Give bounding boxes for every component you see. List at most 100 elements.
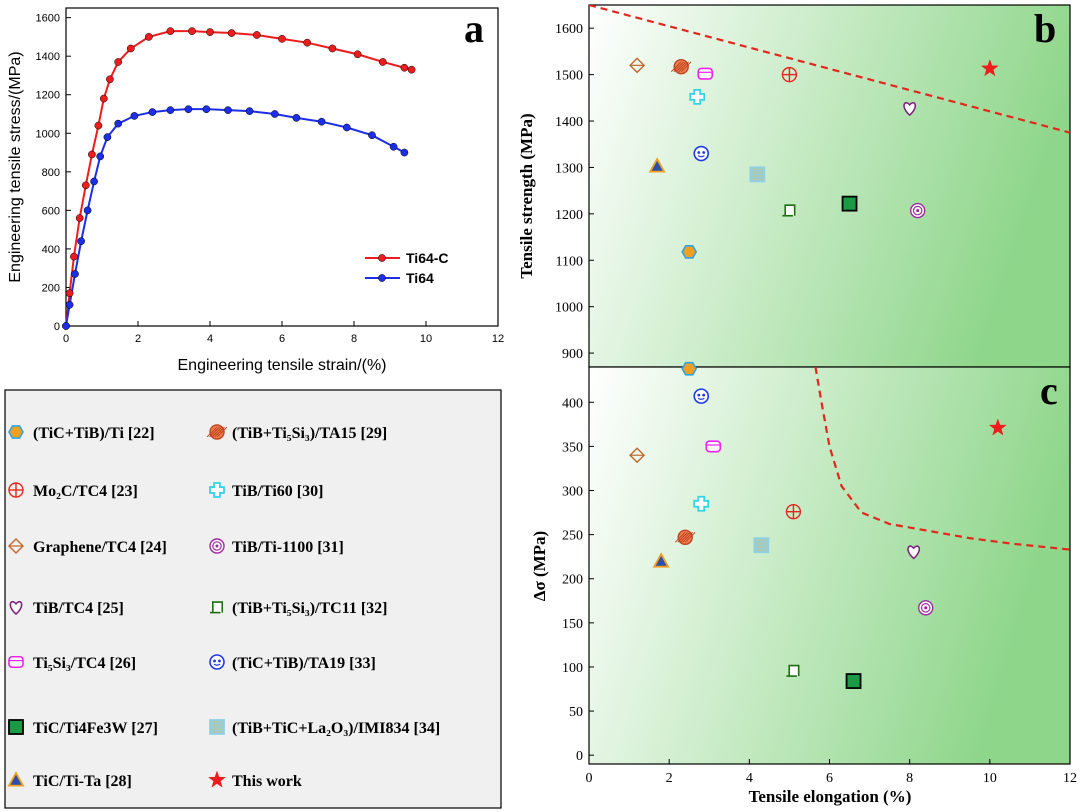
panel-c-y-tick-label: 100 <box>562 661 583 676</box>
data-point-ti64-c <box>407 65 416 74</box>
panel-c-y-tick-label: 150 <box>562 617 583 632</box>
panel-c-y-tick-label: 50 <box>569 705 583 720</box>
panel-c-y-tick-label: 400 <box>562 396 583 411</box>
panel-b-y-tick-label: 1200 <box>555 208 583 223</box>
data-point-ti64-c <box>94 121 103 130</box>
panel-b-boundary-line <box>589 5 1070 134</box>
data-point-ti64-c <box>353 50 362 59</box>
data-point-ti64-c <box>378 58 387 66</box>
panel-b-letter: b <box>1034 6 1056 51</box>
data-point-ti64 <box>77 237 85 246</box>
panel-c-y-tick-label: 200 <box>562 573 583 588</box>
data-point-ti64-c <box>106 75 114 84</box>
marker-this_work-legend <box>207 770 227 788</box>
panel-c-x-axis-title: Tensile elongation (%) <box>749 787 912 806</box>
data-point-ti64 <box>103 133 112 141</box>
marker-tib_tc4-c <box>907 545 921 560</box>
panel-c-y-axis-title: Δσ (MPa) <box>530 531 549 601</box>
panel-a-stress-strain: 0 2 4 6 8 10 12 0 200 400 600 800 1000 1200 1400 1600 E… <box>7 6 504 374</box>
legend-label-tictib_ti: (TiC+TiB)/Ti [22] <box>33 425 155 442</box>
marker-legend-box: (TiC+TiB)/Ti [22] Mo₂C/TC4 [23] Graphene/T… <box>4 389 502 809</box>
marker-ti5si3_tc4-b <box>697 67 714 80</box>
panel-a-x-tick-label: 12 <box>492 333 504 345</box>
marker-tic_ti4fe3w-b <box>841 195 858 212</box>
marker-tib_ti5si3_tc11-legend <box>210 601 224 614</box>
panel-b-y-tick-label: 1400 <box>555 115 583 130</box>
panel-c-delta-sigma: 0 2 4 6 8 10 12 0 50 100 150 200 250 300 350 400 Tensil… <box>530 361 1077 806</box>
panel-b-y-tick-label: 1300 <box>555 161 583 176</box>
data-point-ti64 <box>148 108 157 116</box>
panel-c-x-tick-label: 6 <box>826 771 833 786</box>
data-point-ti64 <box>114 119 123 128</box>
marker-tib_ti5si3_ta15-c <box>674 529 696 545</box>
marker-tibticla2o3_imi834-legend <box>209 719 225 735</box>
panel-c-x-tick-label: 12 <box>1063 771 1077 786</box>
marker-this_work-c <box>988 418 1007 436</box>
panel-c-x-tick-label: 4 <box>746 771 753 786</box>
data-point-ti64-c <box>70 252 78 261</box>
marker-tib_ti60-c <box>693 495 710 512</box>
data-point-ti64 <box>62 322 70 330</box>
marker-tib_ti5si3_ta15-b <box>670 59 692 75</box>
marker-mo2c_tc4-b <box>781 66 798 83</box>
marker-mo2c_tc4-c <box>785 503 802 520</box>
legend-label-tib_ti5si3_tc11: (TiB+Ti₅Si₃)/TC11 [32] <box>232 600 387 617</box>
panel-c-x-tick-label: 0 <box>586 771 593 786</box>
data-point-ti64-c <box>188 27 196 35</box>
data-point-ti64 <box>317 117 326 126</box>
data-point-ti64-c <box>328 44 337 53</box>
panel-c-letter: c <box>1040 368 1058 413</box>
panel-a-y-tick-label: 400 <box>42 244 60 256</box>
panel-a-y-tick-label: 0 <box>54 321 60 333</box>
data-point-ti64 <box>368 131 376 140</box>
series-line-ti64-c <box>65 30 412 327</box>
data-point-ti64-c <box>144 33 153 41</box>
marker-tictib_ta19-b <box>693 145 710 162</box>
panel-a-y-tick-label: 800 <box>42 167 60 179</box>
data-point-ti64 <box>71 270 79 278</box>
legend-label-tib_ti1100: TiB/Ti-1100 [31] <box>232 539 344 556</box>
panel-c-y-tick-label: 300 <box>562 485 583 500</box>
marker-this_work-b <box>980 59 999 77</box>
marker-graphene_tc4-c <box>629 447 646 464</box>
marker-tib_ti60-legend <box>209 482 225 498</box>
data-point-ti64 <box>96 152 105 161</box>
marker-tibticla2o3_imi834-c <box>753 537 770 554</box>
legend-label-tib_ti60: TiB/Ti60 [30] <box>232 483 323 500</box>
panel-a-y-tick-label: 1200 <box>36 90 60 102</box>
data-point-ti64 <box>65 300 74 309</box>
data-point-ti64 <box>342 123 351 132</box>
data-point-ti64 <box>90 177 98 186</box>
data-point-ti64-c <box>75 214 84 222</box>
panel-a-y-tick-label: 1600 <box>36 13 60 25</box>
panel-c-x-tick-label: 2 <box>666 771 673 786</box>
data-point-ti64-c <box>206 28 214 36</box>
legend-label-mo2c_tc4: Mo₂C/TC4 [23] <box>33 483 138 500</box>
marker-tib_ti1100-b <box>909 202 926 219</box>
panel-c-x-tick-label: 10 <box>983 771 997 786</box>
marker-tib_ti5si3_tc11-c <box>786 664 800 677</box>
marker-tic_tita-c <box>652 552 670 568</box>
data-point-ti64 <box>130 112 139 120</box>
legend-label-tib_ti5si3_ta15: (TiB+Ti₅Si₃)/TA15 [29] <box>232 425 387 442</box>
marker-tic_ti4fe3w-c <box>845 673 862 689</box>
data-point-ti64-c <box>278 34 286 43</box>
marker-tib_ti5si3_tc11-b <box>782 204 796 217</box>
panel-a-y-tick-label: 1400 <box>36 51 60 63</box>
data-point-ti64-c <box>166 27 175 35</box>
data-point-ti64 <box>389 142 398 151</box>
panel-a-y-tick-label: 600 <box>42 205 60 217</box>
panel-c-x-tick-label: 8 <box>906 771 913 786</box>
panel-b-y-tick-label: 1600 <box>555 22 583 37</box>
panel-b-tensile-strength: 900 1000 1100 1200 1300 1400 1500 1600 Tensile … <box>517 4 1071 368</box>
data-point-ti64 <box>400 148 409 157</box>
marker-tib_ti1100-legend <box>209 538 225 554</box>
panel-a-x-tick-label: 4 <box>207 333 213 345</box>
data-point-ti64 <box>166 106 175 114</box>
marker-tictib_ta19-legend <box>209 654 225 670</box>
panel-a-x-tick-label: 8 <box>351 333 357 345</box>
data-point-ti64-c <box>303 38 312 47</box>
marker-tic_ti4fe3w-legend <box>8 719 24 735</box>
data-point-ti64 <box>184 105 193 114</box>
